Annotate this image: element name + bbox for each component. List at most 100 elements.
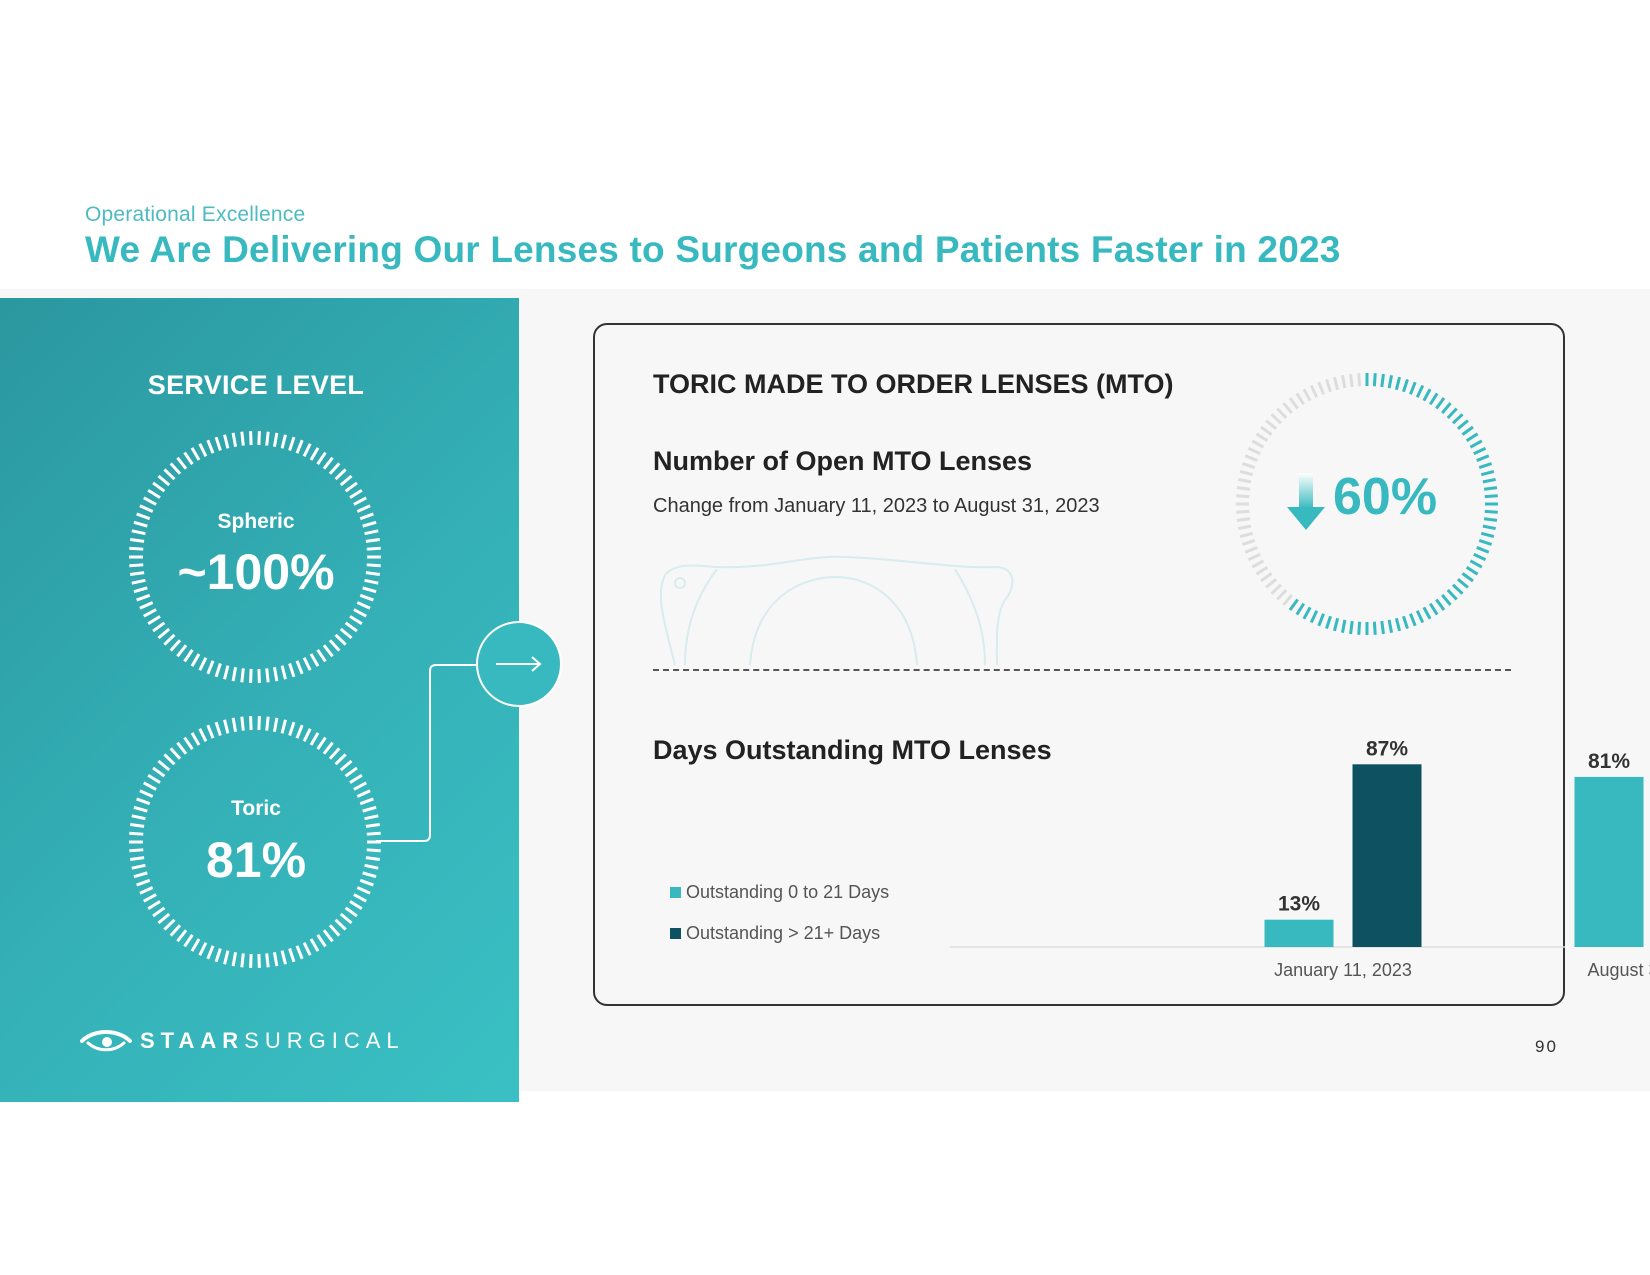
page-title: We Are Delivering Our Lenses to Surgeons… xyxy=(85,229,1341,270)
spheric-ring-tick xyxy=(143,496,157,506)
toric-ring-tick xyxy=(328,747,341,760)
gauge-tick-inactive xyxy=(1244,454,1258,462)
bar-0-21-days-0 xyxy=(1264,919,1334,947)
spheric-ring-tick xyxy=(265,431,270,446)
spheric-ring-tick xyxy=(152,621,166,633)
toric-ring-tick xyxy=(183,934,194,948)
spheric-ring-tick xyxy=(272,432,279,447)
spheric-ring-tick xyxy=(157,474,171,487)
gauge-tick-active xyxy=(1446,407,1458,420)
toric-ring-tick xyxy=(157,912,171,925)
gauge-tick-inactive xyxy=(1255,432,1269,443)
spheric-ring-tick xyxy=(322,644,334,658)
spheric-ring-tick xyxy=(328,462,341,475)
toric-ring-tick xyxy=(309,938,320,952)
spheric-ring-tick xyxy=(130,571,145,577)
spheric-ring-tick xyxy=(322,456,334,470)
bar-data-label: 81% xyxy=(1588,750,1630,773)
spheric-ring-tick xyxy=(139,601,154,610)
gauge-tick-active xyxy=(1435,598,1446,611)
gauge-tick-active xyxy=(1441,593,1452,606)
spheric-ring-tick xyxy=(356,504,371,513)
toric-ring-tick xyxy=(344,906,358,918)
arrow-right-icon xyxy=(496,656,542,672)
toric-dial-ring xyxy=(129,716,381,968)
legend-item-21-plus-days: Outstanding > 21+ Days xyxy=(670,923,880,944)
toric-ring-tick xyxy=(130,822,145,828)
open-mto-title: Number of Open MTO Lenses xyxy=(653,446,1033,476)
spheric-ring-tick xyxy=(198,657,208,671)
gauge-tick-active xyxy=(1415,384,1425,398)
spheric-ring-tick xyxy=(169,639,182,652)
toric-ring-tick xyxy=(131,863,146,870)
page-number: 90 xyxy=(1535,1037,1558,1056)
gauge-tick-inactive xyxy=(1251,559,1265,569)
toric-ring-tick xyxy=(339,912,353,925)
service-level-title: SERVICE LEVEL xyxy=(147,370,365,400)
legend-item-0-21-days: Outstanding 0 to 21 Days xyxy=(670,882,889,903)
toric-ring-tick xyxy=(339,759,353,772)
toric-ring-tick xyxy=(231,717,238,732)
gauge-tick-active xyxy=(1309,610,1319,624)
gauge-tick-active xyxy=(1409,613,1417,627)
gauge-tick-active xyxy=(1484,494,1498,499)
gauge-tick-active xyxy=(1435,397,1446,410)
gauge-tick-active xyxy=(1349,620,1354,635)
spheric-ring-tick xyxy=(240,668,245,683)
spheric-dial-ring xyxy=(129,431,381,683)
gauge-tick-active xyxy=(1380,373,1385,388)
spheric-ring-tick xyxy=(214,436,222,451)
toric-ring-tick xyxy=(131,814,146,821)
gauge-tick-active xyxy=(1482,524,1496,531)
toric-ring-tick xyxy=(152,906,166,918)
toric-ring-tick xyxy=(353,781,367,791)
toric-ring-tick xyxy=(302,728,312,742)
spheric-ring-tick xyxy=(206,439,215,454)
spheric-ring-tick xyxy=(265,668,270,683)
legend-label-21-plus-days: Outstanding > 21+ Days xyxy=(686,923,881,943)
gauge-tick-active xyxy=(1325,615,1332,630)
gauge-tick-active xyxy=(1387,619,1394,633)
gauge-tick-active xyxy=(1394,376,1402,391)
gauge-tick-active xyxy=(1469,439,1483,449)
toric-ring-tick xyxy=(223,719,230,734)
gauge-tick-active xyxy=(1428,392,1439,406)
gauge-tick-active xyxy=(1387,375,1394,389)
spheric-ring-tick xyxy=(365,537,380,543)
spheric-ring-tick xyxy=(183,451,194,465)
spheric-ring-tick xyxy=(190,447,201,461)
spheric-ring-tick xyxy=(302,657,312,671)
toric-ring-tick xyxy=(353,893,367,903)
toric-ring-tick xyxy=(309,732,320,746)
toric-ring-tick xyxy=(349,773,363,784)
spheric-ring-tick xyxy=(143,608,157,618)
bar-data-label: 87% xyxy=(1366,737,1408,760)
spheric-ring-tick xyxy=(131,529,146,536)
spheric-ring-tick xyxy=(344,621,358,633)
gauge-tick-active xyxy=(1483,486,1498,491)
spheric-ring-tick xyxy=(353,496,367,506)
staar-surgical-logo: STAAR SURGICAL xyxy=(80,1028,405,1054)
toric-ring-tick xyxy=(322,741,334,755)
toric-ring-tick xyxy=(147,900,161,911)
gauge-tick-inactive xyxy=(1238,524,1252,531)
gauge-tick-active xyxy=(1476,546,1490,554)
gauge-tick-active xyxy=(1422,606,1432,620)
spheric-ring-tick xyxy=(129,546,144,551)
section-divider xyxy=(653,669,1511,671)
spheric-ring-tick xyxy=(223,665,230,680)
legend-label-0-21-days: Outstanding 0 to 21 Days xyxy=(686,882,890,902)
spheric-ring-tick xyxy=(364,578,379,585)
toric-ring-tick xyxy=(129,848,144,853)
spheric-ring-tick xyxy=(136,593,151,602)
toric-ring-tick xyxy=(169,924,182,937)
gauge-tick-inactive xyxy=(1260,572,1273,583)
gauge-tick-inactive xyxy=(1236,517,1251,522)
spheric-ring-tick xyxy=(353,608,367,618)
spheric-ring-tick xyxy=(302,443,312,457)
gauge-tick-active xyxy=(1478,462,1493,469)
spheric-ring-tick xyxy=(295,439,304,454)
gauge-tick-inactive xyxy=(1282,402,1293,415)
gauge-tick-inactive xyxy=(1244,546,1258,554)
gauge-tick-inactive xyxy=(1317,381,1325,395)
